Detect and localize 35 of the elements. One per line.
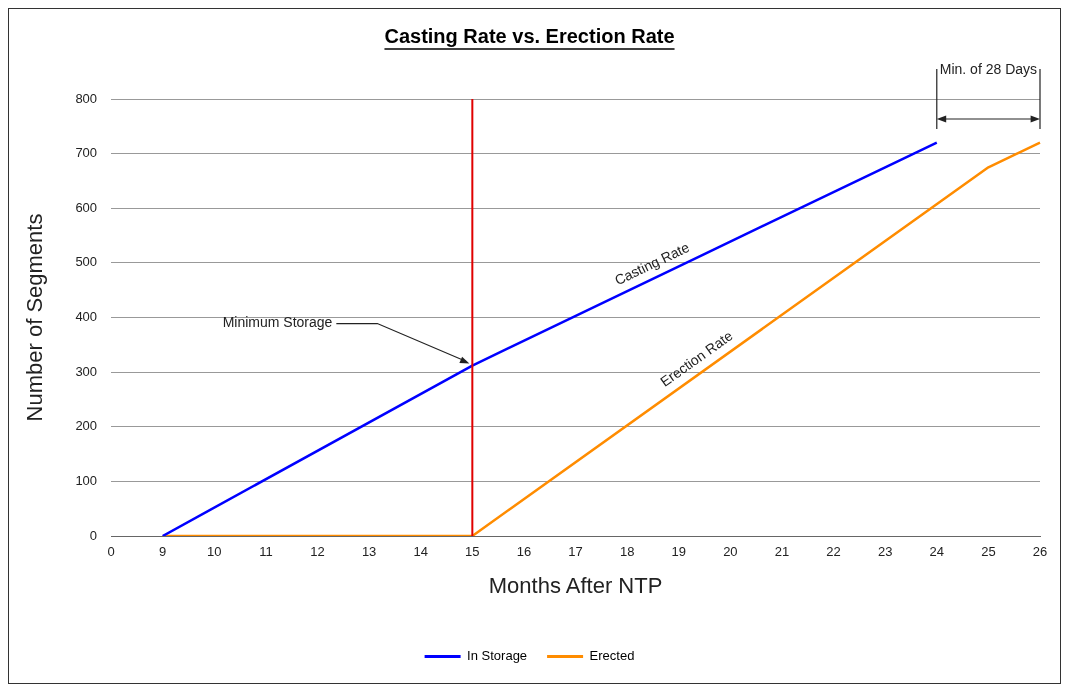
- y-axis-title: Number of Segments: [22, 213, 48, 422]
- x-tick-label: 24: [929, 544, 945, 560]
- y-tick-label: 700: [75, 145, 98, 161]
- x-tick-label: 13: [361, 544, 377, 560]
- x-axis-title: Months After NTP: [488, 572, 663, 598]
- y-tick-label: 800: [75, 90, 98, 106]
- y-tick-label: 0: [89, 527, 98, 543]
- y-tick-label: 200: [75, 418, 98, 434]
- x-tick-label: 15: [465, 544, 480, 560]
- x-tick-label: 21: [774, 544, 790, 560]
- x-tick-label: 12: [310, 544, 325, 560]
- x-tick-label: 18: [619, 544, 635, 560]
- x-tick-label: 9: [159, 544, 167, 560]
- legend-label: In Storage: [467, 648, 528, 664]
- chart-title: Casting Rate vs. Erection Rate: [384, 24, 675, 47]
- x-tick-label: 14: [413, 544, 428, 560]
- x-tick-label: 20: [723, 544, 738, 560]
- y-tick-label: 100: [75, 472, 98, 488]
- text: Min. of 28 Days: [939, 60, 1038, 77]
- x-tick-label: 22: [826, 544, 841, 560]
- annotation: Minimum Storage: [222, 314, 333, 331]
- x-tick-label: 0: [107, 544, 115, 560]
- x-tick-label: 23: [877, 544, 893, 560]
- legend-label: Erected: [589, 648, 635, 664]
- x-tick-label: 26: [1032, 544, 1048, 560]
- y-tick-label: 400: [75, 309, 98, 325]
- y-tick-label: 500: [75, 254, 98, 270]
- x-tick-label: 10: [207, 544, 222, 560]
- x-tick-label: 17: [568, 544, 583, 560]
- y-tick-label: 600: [75, 199, 98, 215]
- y-tick-label: 300: [75, 363, 98, 379]
- x-tick-label: 16: [516, 544, 532, 560]
- x-tick-label: 11: [259, 544, 273, 560]
- x-tick-label: 25: [981, 544, 996, 560]
- x-tick-label: 19: [671, 544, 686, 560]
